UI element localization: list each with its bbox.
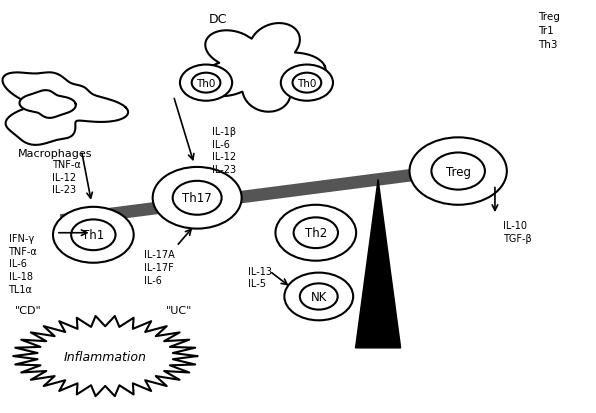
Polygon shape bbox=[13, 316, 197, 396]
Circle shape bbox=[153, 168, 241, 229]
Text: DC: DC bbox=[209, 13, 227, 26]
Text: "CD": "CD" bbox=[14, 305, 41, 315]
Circle shape bbox=[53, 207, 134, 263]
Circle shape bbox=[275, 205, 356, 261]
Polygon shape bbox=[20, 91, 76, 119]
Circle shape bbox=[409, 138, 507, 205]
Text: Treg: Treg bbox=[446, 165, 471, 178]
Circle shape bbox=[284, 273, 353, 320]
Text: IL-1β
IL-6
IL-12
IL-23: IL-1β IL-6 IL-12 IL-23 bbox=[212, 126, 236, 175]
Circle shape bbox=[300, 284, 338, 310]
Circle shape bbox=[71, 220, 116, 251]
Polygon shape bbox=[199, 24, 325, 112]
Circle shape bbox=[432, 153, 485, 190]
Text: Th2: Th2 bbox=[305, 227, 327, 240]
Text: IL-13
IL-5: IL-13 IL-5 bbox=[247, 266, 272, 289]
Circle shape bbox=[173, 181, 222, 215]
Polygon shape bbox=[2, 73, 128, 145]
Text: "UC": "UC" bbox=[166, 305, 193, 315]
Circle shape bbox=[293, 74, 321, 93]
Text: NK: NK bbox=[311, 290, 327, 303]
Circle shape bbox=[294, 218, 338, 249]
Text: Th0: Th0 bbox=[297, 78, 316, 88]
Text: Th17: Th17 bbox=[182, 192, 212, 205]
Text: Th1: Th1 bbox=[82, 229, 104, 242]
Text: Treg
Tr1
Th3: Treg Tr1 Th3 bbox=[538, 12, 560, 50]
Text: TNF-α
IL-12
IL-23: TNF-α IL-12 IL-23 bbox=[52, 159, 80, 195]
Text: IL-17A
IL-17F
IL-6: IL-17A IL-17F IL-6 bbox=[144, 249, 175, 285]
Polygon shape bbox=[356, 180, 401, 348]
Text: Th0: Th0 bbox=[196, 78, 216, 88]
Text: Inflammation: Inflammation bbox=[64, 350, 147, 363]
Circle shape bbox=[281, 65, 333, 102]
Text: Macrophages: Macrophages bbox=[17, 148, 92, 158]
Text: IL-10
TGF-β: IL-10 TGF-β bbox=[502, 221, 532, 244]
Text: IFN-γ
TNF-α
IL-6
IL-18
TL1α: IFN-γ TNF-α IL-6 IL-18 TL1α bbox=[8, 233, 38, 294]
Circle shape bbox=[192, 74, 221, 93]
Circle shape bbox=[180, 65, 232, 102]
